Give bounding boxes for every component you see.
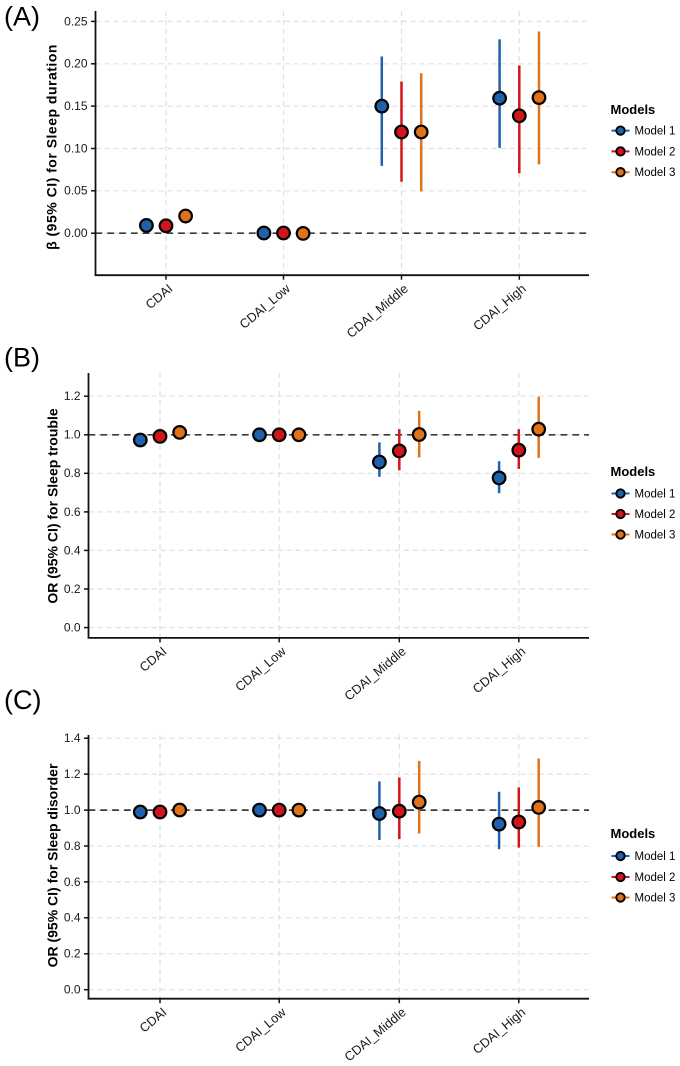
svg-text:0.25: 0.25 — [64, 14, 88, 28]
svg-text:0.20: 0.20 — [64, 57, 88, 71]
svg-text:Model 2: Model 2 — [635, 146, 676, 158]
svg-text:1.2: 1.2 — [64, 767, 81, 781]
svg-text:β (95% CI) for Sleep duration: β (95% CI) for Sleep duration — [44, 44, 60, 250]
svg-text:OR (95% CI) for Sleep trouble: OR (95% CI) for Sleep trouble — [45, 408, 61, 603]
svg-text:0.6: 0.6 — [64, 875, 81, 889]
svg-text:1.0: 1.0 — [64, 803, 81, 817]
svg-text:Model 2: Model 2 — [635, 509, 676, 521]
svg-text:0.8: 0.8 — [64, 466, 81, 480]
svg-text:0.0: 0.0 — [64, 621, 81, 635]
svg-text:1.4: 1.4 — [64, 731, 81, 745]
svg-text:Model 3: Model 3 — [635, 167, 676, 179]
svg-text:0.4: 0.4 — [64, 911, 81, 925]
svg-text:(C): (C) — [4, 685, 41, 715]
svg-text:0.05: 0.05 — [64, 184, 88, 198]
svg-text:0.00: 0.00 — [64, 226, 88, 240]
svg-text:0.0: 0.0 — [64, 983, 81, 997]
svg-text:Models: Models — [611, 464, 656, 479]
svg-text:0.10: 0.10 — [64, 141, 88, 155]
svg-text:Model 1: Model 1 — [635, 489, 676, 501]
svg-text:0.15: 0.15 — [64, 99, 88, 113]
svg-text:Models: Models — [611, 826, 656, 841]
svg-text:Model 3: Model 3 — [635, 893, 676, 905]
svg-text:0.2: 0.2 — [64, 582, 81, 596]
svg-text:0.2: 0.2 — [64, 947, 81, 961]
svg-text:(B): (B) — [4, 343, 40, 373]
svg-text:0.4: 0.4 — [64, 543, 81, 557]
svg-text:Model 1: Model 1 — [635, 126, 676, 138]
svg-text:(A): (A) — [4, 2, 40, 32]
svg-text:Models: Models — [611, 102, 656, 117]
svg-text:Model 2: Model 2 — [635, 872, 676, 884]
svg-text:1.2: 1.2 — [64, 389, 81, 403]
svg-text:0.8: 0.8 — [64, 839, 81, 853]
svg-text:0.6: 0.6 — [64, 505, 81, 519]
svg-text:1.0: 1.0 — [64, 428, 81, 442]
svg-text:OR (95% CI) for Sleep disorder: OR (95% CI) for Sleep disorder — [45, 763, 61, 967]
svg-text:Model 1: Model 1 — [635, 851, 676, 863]
svg-text:Model 3: Model 3 — [635, 530, 676, 542]
